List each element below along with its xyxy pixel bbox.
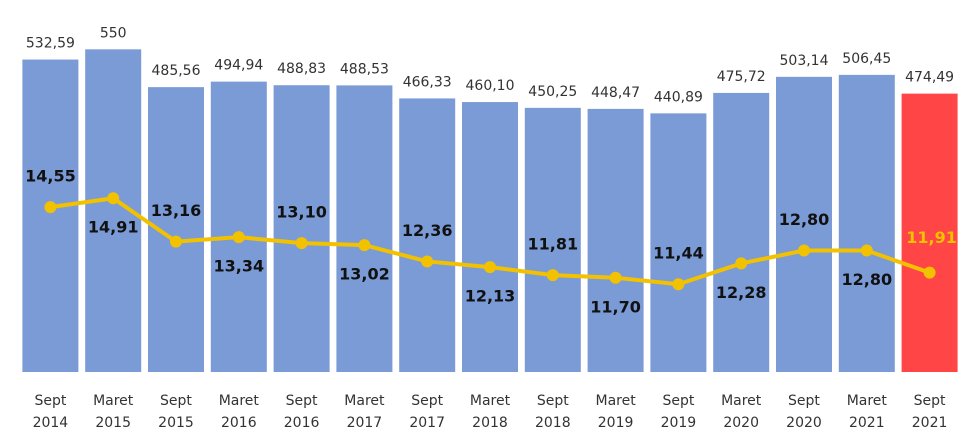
bar-value-label: 532,59 [26, 36, 75, 52]
bar-value-label: 485,56 [152, 63, 201, 79]
line-value-label: 14,91 [88, 218, 139, 237]
bar-value-label: 450,25 [528, 84, 577, 100]
bar [524, 107, 581, 372]
x-tick-label: Maret 2021 [846, 393, 887, 431]
line-point [546, 269, 559, 282]
x-tick-label: Sept 2015 [158, 393, 194, 431]
bar-value-label: 550 [100, 25, 127, 41]
bar-value-label: 466,33 [403, 74, 452, 90]
line-value-label: 12,13 [465, 287, 516, 306]
bar-value-label: 475,72 [717, 69, 766, 85]
line-value-label: 11,70 [590, 297, 641, 316]
bar-value-label: 474,49 [905, 70, 954, 86]
line-point [735, 257, 748, 270]
line-point [798, 244, 810, 257]
bar [650, 113, 707, 372]
x-tick-label: Sept 2019 [660, 393, 697, 431]
line-value-label: 13,10 [276, 203, 327, 222]
x-tick-label: Sept 2014 [32, 393, 69, 431]
line-value-label: 12,80 [779, 210, 830, 229]
x-tick-label: Sept 2021 [911, 393, 948, 431]
x-tick-label: Sept 2018 [534, 393, 571, 431]
x-tick-label: Maret 2017 [344, 393, 385, 431]
bar [336, 85, 393, 372]
line-point [44, 201, 57, 214]
x-tick-label: Sept 2017 [409, 393, 445, 431]
bar [713, 92, 770, 372]
line-value-label: 13,34 [213, 257, 264, 276]
bar-value-label: 488,53 [340, 61, 389, 77]
line-value-label: 11,81 [527, 235, 578, 254]
line-point [923, 266, 936, 279]
bar-value-label: 448,47 [591, 85, 640, 101]
bar-value-label: 494,94 [214, 58, 263, 74]
x-tick-label: Maret 2015 [93, 393, 134, 431]
line-point [232, 231, 245, 244]
line-value-label: 13,16 [151, 201, 202, 220]
bar [399, 98, 456, 372]
line-point [358, 239, 371, 252]
line-point [107, 192, 120, 205]
x-tick-label: Sept 2020 [786, 393, 822, 431]
line-value-label: 12,28 [716, 283, 767, 302]
bar-value-label: 460,10 [466, 78, 515, 94]
line-point [484, 261, 496, 274]
line-point [672, 278, 685, 291]
bar [776, 76, 832, 373]
x-tick-label: Sept 2016 [283, 393, 320, 431]
bar [901, 93, 958, 372]
x-tick-label: Maret 2020 [721, 393, 762, 431]
line-point [421, 255, 434, 268]
line-value-label: 13,02 [339, 265, 390, 284]
bar [273, 85, 330, 373]
bar [462, 102, 518, 372]
bar [210, 81, 267, 373]
x-tick-label: Maret 2019 [595, 393, 636, 431]
line-point [295, 237, 308, 250]
line-value-label: 12,36 [402, 221, 453, 240]
bar [838, 74, 895, 373]
bar [587, 108, 644, 373]
x-tick-label: Maret 2016 [218, 393, 259, 431]
line-point [609, 271, 622, 284]
line-point [170, 235, 182, 248]
line-value-label: 14,55 [25, 167, 76, 186]
bar-value-label: 506,45 [842, 51, 891, 67]
line-value-label: 11,91 [906, 228, 957, 247]
line-value-label: 11,44 [653, 244, 704, 263]
bar-value-label: 503,14 [780, 53, 829, 69]
bar [22, 59, 79, 372]
bar-value-label: 488,83 [277, 61, 326, 77]
line-point [860, 244, 873, 257]
x-tick-label: Maret 2018 [469, 393, 511, 431]
bar-value-label: 440,89 [654, 89, 703, 105]
line-value-label: 12,80 [841, 270, 892, 289]
